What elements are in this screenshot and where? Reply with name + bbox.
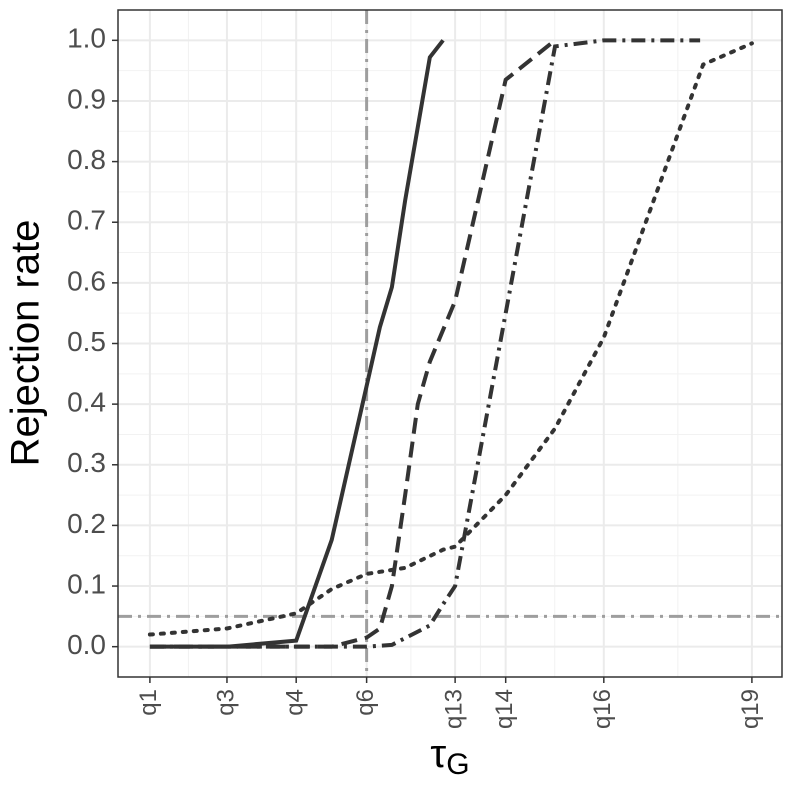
x-tick-label: q6 xyxy=(352,689,379,716)
y-tick-label: 1.0 xyxy=(67,23,106,54)
y-tick-label: 0.5 xyxy=(67,326,106,357)
y-tick-label: 0.4 xyxy=(67,387,106,418)
y-axis-title: Rejection rate xyxy=(4,220,48,467)
x-axis-title-main: τ xyxy=(430,732,446,776)
series-line xyxy=(149,38,701,649)
x-tick-label: q14 xyxy=(491,689,518,729)
x-tick-label: q19 xyxy=(737,689,764,729)
y-tick-label: 0.6 xyxy=(67,265,106,296)
y-tick-label: 0.9 xyxy=(67,83,106,114)
x-tick-label: q16 xyxy=(589,689,616,729)
y-tick-label: 0.7 xyxy=(67,205,106,236)
series-line xyxy=(149,39,445,649)
grid xyxy=(118,10,782,677)
x-axis-title: τG xyxy=(430,732,469,781)
y-tick-label: 0.8 xyxy=(67,144,106,175)
x-axis-title-sub: G xyxy=(446,748,469,781)
x-tick-label: q3 xyxy=(212,689,239,716)
x-tick-label: q4 xyxy=(282,689,309,716)
y-tick-label: 0.0 xyxy=(67,629,106,660)
y-tick-label: 0.3 xyxy=(67,447,106,478)
x-tick-label: q13 xyxy=(440,689,467,729)
series-line xyxy=(147,41,754,637)
y-tick-label: 0.2 xyxy=(67,508,106,539)
y-tick-label: 0.1 xyxy=(67,568,106,599)
x-tick-label: q1 xyxy=(135,689,162,716)
plot-border xyxy=(117,9,783,678)
